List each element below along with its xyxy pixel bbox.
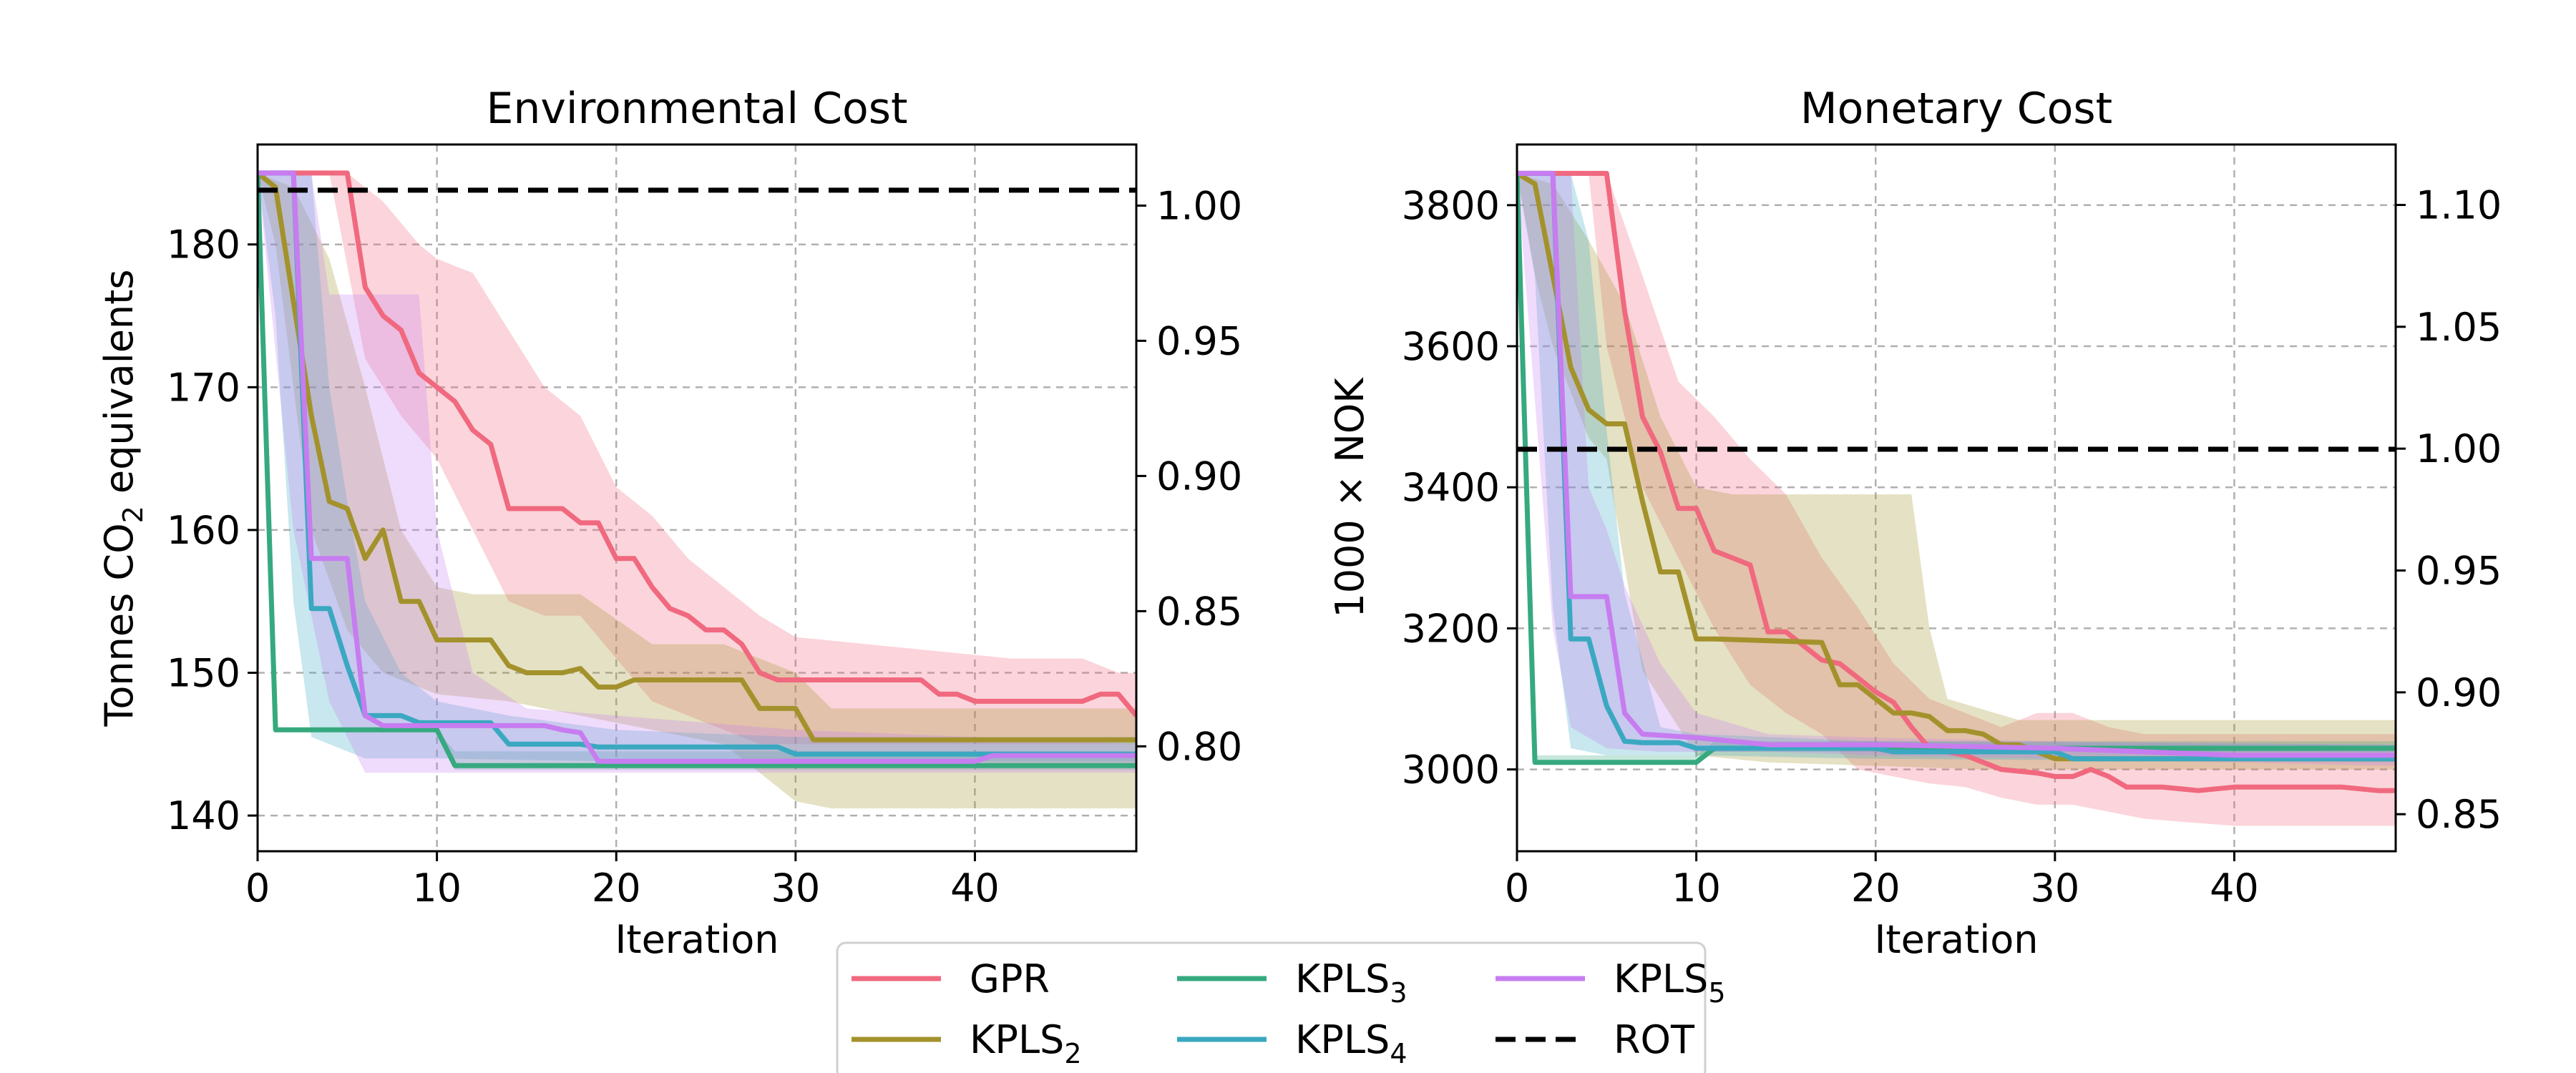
x-tick-label: 0 (1505, 866, 1529, 911)
line-kpls5 (1517, 170, 2396, 758)
y2-tick-label: 0.95 (1156, 318, 1242, 363)
y-tick-label: 150 (167, 651, 240, 696)
uncertainty-bands (258, 172, 1136, 809)
y-tick-label: 3800 (1402, 183, 1500, 228)
y-tick-label: 160 (167, 508, 240, 553)
x-tick-label: 30 (771, 866, 820, 911)
legend-label-text: KPLS (1614, 956, 1708, 1001)
y2-tick-label: 1.00 (1156, 183, 1242, 228)
band-kpls2 (1517, 173, 2396, 770)
legend-label: ROT (1614, 1017, 1695, 1062)
legend-label-text: KPLS (1295, 956, 1390, 1001)
x-axis-label: Iteration (615, 917, 779, 962)
chart-title: Monetary Cost (1800, 84, 2112, 134)
y2-tick-label: 1.10 (2416, 182, 2502, 227)
x-ticks: 0 10 20 30 40 (1505, 851, 2259, 911)
plot-frame (1516, 143, 2397, 853)
y2-ticks: 0.85 0.90 0.95 1.00 1.05 1.10 (2396, 182, 2502, 837)
y2-tick-label: 0.90 (1156, 454, 1242, 499)
legend-item-kpls2: KPLS2 (852, 1017, 1082, 1069)
uncertainty-bands (1517, 173, 2396, 826)
x-ticks: 0 10 20 30 40 (245, 851, 1000, 911)
band-kpls4 (258, 172, 1136, 762)
grid (256, 144, 1136, 851)
y-tick-label: 3400 (1402, 465, 1500, 510)
y-axis-label-part2: equivalents (97, 270, 142, 506)
legend-label-sub: 2 (1064, 1038, 1081, 1069)
y-tick-label: 3000 (1402, 748, 1500, 793)
y-axis-label: 1000 × NOK (1327, 377, 1372, 618)
y-ticks: 140 150 160 170 180 (167, 222, 258, 838)
plot-frame (256, 143, 1138, 853)
legend-label: KPLS2 (970, 1017, 1082, 1069)
x-tick-label: 40 (2210, 866, 2259, 911)
line-gpr (258, 170, 1136, 717)
legend-label-text: KPLS (1295, 1017, 1390, 1062)
y-tick-label: 3600 (1402, 324, 1500, 369)
x-tick-label: 10 (1672, 866, 1721, 911)
legend-label-sub: 4 (1390, 1038, 1407, 1069)
line-kpls4 (1517, 170, 2396, 762)
y-axis-label-sub: 2 (117, 506, 149, 523)
y-tick-label: 170 (167, 365, 240, 410)
line-kpls5 (258, 170, 1136, 764)
band-kpls2 (258, 172, 1136, 809)
legend-label-text: ROT (1614, 1017, 1695, 1062)
y-axis-label-part1: Tonnes CO (97, 523, 142, 727)
legend-box (836, 941, 1707, 1073)
y2-tick-label: 0.80 (1156, 724, 1242, 769)
x-tick-label: 10 (412, 866, 462, 911)
series-lines (1517, 170, 2396, 793)
x-tick-label: 20 (592, 866, 641, 911)
legend-label: KPLS5 (1614, 956, 1726, 1009)
legend-label-text: GPR (970, 956, 1050, 1001)
legend-item-kpls3: KPLS3 (1177, 956, 1407, 1009)
legend-label-sub: 5 (1708, 977, 1725, 1009)
line-kpls2 (258, 171, 1136, 743)
legend-item-kpls4: KPLS4 (1177, 1017, 1407, 1069)
legend-label: KPLS4 (1295, 1017, 1407, 1069)
x-tick-label: 20 (1851, 866, 1901, 911)
x-tick-label: 0 (245, 866, 270, 911)
y2-tick-label: 0.85 (1156, 589, 1242, 634)
line-kpls2 (1517, 171, 2396, 762)
legend-label-sub: 3 (1390, 977, 1407, 1009)
y2-tick-label: 0.85 (2416, 792, 2502, 837)
legend-item-rot: ROT (1496, 1017, 1695, 1062)
y-axis-label: Tonnes CO2 equivalents (97, 270, 149, 727)
y2-tick-label: 0.95 (2416, 549, 2502, 594)
y2-tick-label: 0.90 (2416, 670, 2502, 715)
line-kpls4 (258, 170, 1136, 757)
legend-label: GPR (970, 956, 1050, 1001)
band-kpls5 (258, 172, 1136, 773)
chart-title: Environmental Cost (486, 84, 907, 134)
y-ticks: 3000 3200 3400 3600 3800 (1402, 183, 1517, 793)
y2-tick-label: 1.05 (2416, 305, 2502, 350)
y2-ticks: 0.80 0.85 0.90 0.95 1.00 (1136, 183, 1242, 769)
legend-item-gpr: GPR (852, 956, 1050, 1001)
legend-item-kpls5: KPLS5 (1496, 956, 1726, 1009)
y2-tick-label: 1.00 (2416, 426, 2502, 471)
line-kpls3 (258, 172, 1136, 768)
y-tick-label: 3200 (1402, 606, 1500, 651)
y-tick-label: 140 (167, 793, 240, 838)
series-lines (258, 170, 1136, 768)
y-tick-label: 180 (167, 222, 240, 268)
x-tick-label: 40 (950, 866, 1000, 911)
legend-label-text: KPLS (970, 1017, 1064, 1062)
x-axis-label: Iteration (1874, 917, 2038, 962)
legend-label: KPLS3 (1295, 956, 1407, 1009)
band-gpr (258, 172, 1136, 745)
band-gpr (1517, 173, 2396, 826)
x-tick-label: 30 (2030, 866, 2079, 911)
